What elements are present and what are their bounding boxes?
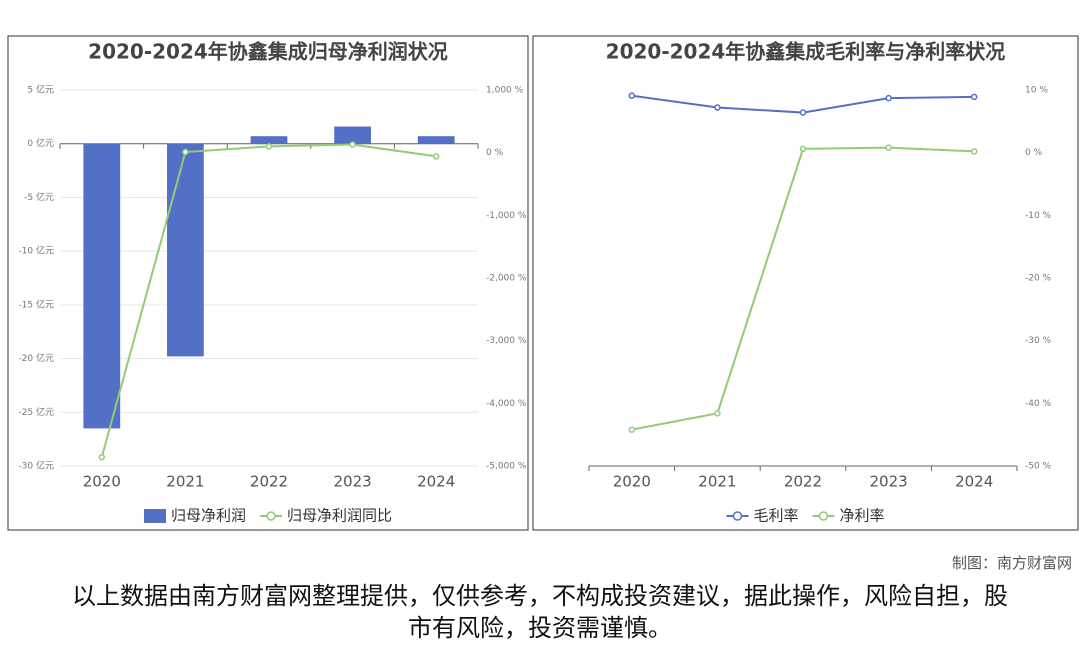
point (970, 148, 978, 155)
chart-title: 2020-2024年协鑫集成归母净利润状况 (88, 40, 448, 64)
y-tick-label: -30 亿元 (18, 460, 54, 472)
bar (417, 136, 455, 144)
legend-label: 净利率 (840, 507, 885, 525)
y-tick-label: -10 亿元 (18, 245, 54, 257)
y-tick-label: -20 % (1025, 274, 1052, 284)
point (799, 145, 807, 153)
legend: 归母净利润 归母净利润同比 (143, 507, 392, 525)
point (885, 144, 892, 151)
bar (250, 136, 288, 144)
charts: 2020-2024年协鑫集成归母净利润状况 5 亿元 0 亿元 -5 亿元 -10 亿元… (7, 35, 1079, 531)
legend-swatch (266, 511, 276, 521)
point (432, 153, 440, 160)
y-tick-label: 5 亿元 (27, 84, 54, 96)
y2-tick-label: 1,000 % (486, 86, 524, 96)
chart-frame (7, 35, 529, 531)
y-tick-label: 0 亿元 (27, 137, 54, 149)
point (265, 143, 273, 150)
y-tick-label: -10 % (1025, 211, 1052, 221)
y-tick-label: 0 % (1025, 148, 1043, 158)
bar (167, 143, 204, 357)
bar (83, 143, 121, 429)
legend-swatch (732, 511, 743, 521)
bar (334, 126, 371, 144)
y2-tick-label: -3,000 % (486, 336, 527, 346)
x-tick-label: 2023 (870, 473, 908, 491)
point (970, 93, 978, 101)
line (100, 143, 437, 458)
point (714, 104, 721, 111)
line (631, 146, 975, 431)
point (799, 109, 807, 116)
y-tick-label: 10 % (1025, 86, 1048, 96)
x-tick-label: 2022 (784, 473, 822, 491)
y-tick-label: -25 亿元 (18, 406, 54, 418)
y-tick-label: -15 亿元 (18, 298, 54, 310)
legend-label: 归母净利润同比 (287, 507, 392, 525)
disclaimer: 以上数据由南方财富网整理提供，仅供参考，不构成投资建议，据此操作，风险自担，股市… (72, 582, 1008, 642)
y2-tick-label: -2,000 % (486, 274, 527, 284)
point (885, 94, 892, 102)
x-tick-label: 2022 (250, 473, 288, 491)
y2-tick-label: 0 % (486, 148, 504, 158)
x-tick-label: 2021 (166, 473, 204, 491)
y-tick-label: -5 亿元 (24, 191, 54, 203)
x-tick-label: 2020 (613, 473, 651, 491)
credit: 制图：南方财富网 (951, 554, 1072, 572)
point (98, 453, 106, 461)
legend: 毛利率 净利率 (726, 507, 885, 525)
y2-tick-label: -5,000 % (486, 462, 527, 472)
chart-title: 2020-2024年协鑫集成毛利率与净利率状况 (606, 40, 1006, 64)
legend-swatch (143, 509, 166, 523)
y-tick-label: -40 % (1025, 399, 1052, 409)
y-tick-label: -20 亿元 (18, 352, 54, 364)
y-tick-label: -50 % (1025, 462, 1052, 472)
point (714, 410, 721, 417)
legend-label: 归母净利润 (171, 507, 246, 525)
chart-frame (532, 35, 1079, 531)
point (182, 148, 189, 156)
x-tick-label: 2021 (698, 473, 736, 491)
point (349, 141, 356, 148)
legend-swatch (818, 511, 829, 521)
x-tick-label: 2023 (334, 473, 372, 491)
x-tick-label: 2024 (955, 473, 993, 491)
y2-tick-label: -4,000 % (486, 399, 527, 409)
y-tick-label: -30 % (1025, 336, 1052, 346)
point (628, 92, 636, 99)
legend-label: 毛利率 (753, 507, 798, 525)
point (628, 426, 636, 433)
x-tick-label: 2024 (417, 473, 455, 491)
x-tick-label: 2020 (83, 473, 121, 491)
y2-tick-label: -1,000 % (486, 211, 527, 221)
